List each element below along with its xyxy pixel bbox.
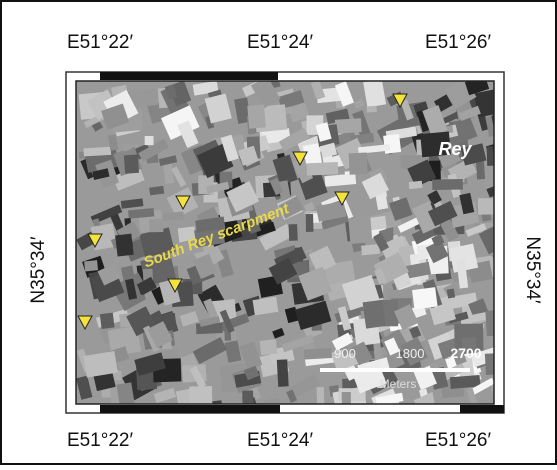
field-patch [348, 217, 372, 244]
lon-label: E51°22′ [67, 32, 134, 53]
lon-label: E51°26′ [425, 430, 492, 451]
field-patch [247, 104, 266, 128]
lon-label: E51°24′ [247, 430, 314, 451]
lon-label: E51°24′ [247, 32, 314, 53]
field-patch [145, 136, 154, 145]
scale-label: 1800 [396, 346, 425, 361]
field-patch [304, 348, 332, 360]
field-patch [84, 260, 98, 271]
field-patch [349, 153, 368, 175]
field-patch [277, 359, 289, 387]
field-patch [363, 300, 386, 329]
field-patch [305, 214, 313, 232]
field-patch [289, 224, 298, 241]
field-patch [306, 162, 338, 176]
town-label: Rey [438, 139, 472, 159]
lon-label: E51°26′ [425, 32, 492, 53]
field-patch [124, 155, 139, 174]
scale-label: 2700 [450, 345, 481, 361]
field-patch [476, 160, 485, 180]
field-patch [149, 219, 163, 232]
field-patch [83, 147, 111, 157]
frame-bar [460, 405, 504, 413]
field-patch [115, 234, 134, 257]
lat-label: N35°34′ [522, 236, 543, 304]
scale-label: 900 [334, 346, 356, 361]
field-patch [100, 313, 115, 329]
frame-bar [100, 72, 278, 80]
field-patch [447, 289, 455, 299]
scale-unit: Meters [380, 377, 417, 391]
field-patch [260, 339, 278, 355]
lon-label: E51°22′ [67, 430, 134, 451]
map-figure: 900 1800 2700 Meters Rey South Rey scarp… [0, 0, 557, 465]
frame-bar [100, 405, 280, 413]
field-patch [366, 106, 377, 113]
field-patch [361, 244, 380, 255]
field-patch [432, 179, 463, 190]
field-patch [409, 181, 423, 189]
lat-label: N35°34′ [28, 236, 49, 304]
field-patch [335, 118, 362, 133]
field-patch [412, 287, 438, 309]
